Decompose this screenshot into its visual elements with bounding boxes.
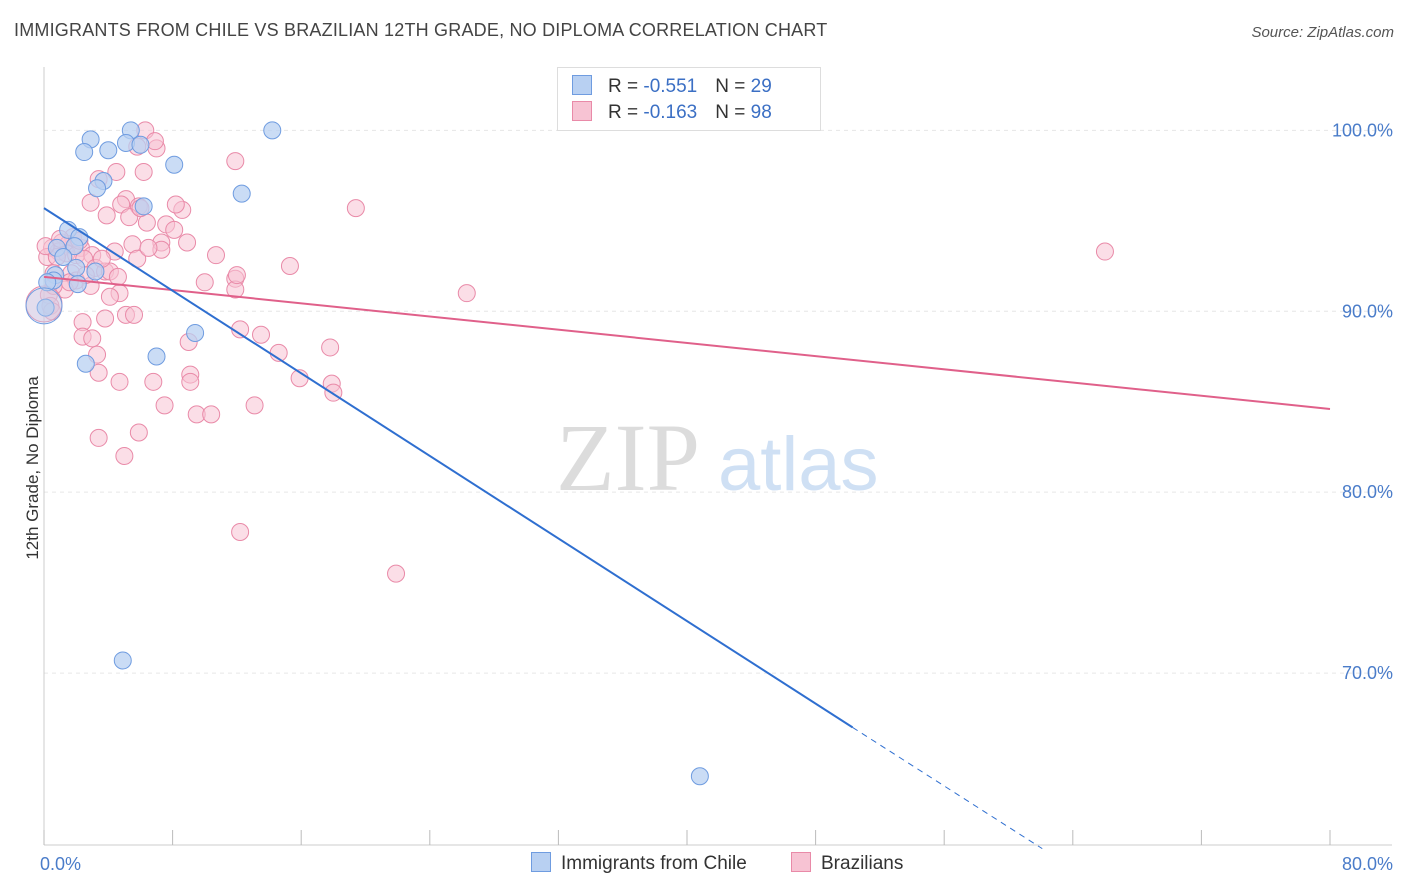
point-brazilians <box>457 284 476 303</box>
legend-n-value: 98 <box>750 102 772 123</box>
legend-r-label: R = <box>608 102 644 123</box>
point-brazilians <box>97 206 116 225</box>
point-brazilians <box>112 195 131 214</box>
point-brazilians <box>139 238 158 257</box>
y-tick-label: 100.0% <box>1332 120 1393 140</box>
point-chile <box>113 651 132 670</box>
point-brazilians <box>178 233 197 252</box>
point-brazilians <box>165 220 184 239</box>
point-chile <box>690 767 709 786</box>
bottom-legend-swatch-chile <box>531 852 551 872</box>
legend-swatch-brazilians <box>572 101 592 121</box>
point-chile <box>67 258 86 277</box>
point-brazilians <box>125 305 144 324</box>
x-tick-label: 80.0% <box>1342 854 1393 874</box>
point-brazilians <box>231 522 250 541</box>
legend-r-label: R = <box>608 76 644 97</box>
y-tick-label: 90.0% <box>1342 301 1393 321</box>
trend-line-chile <box>43 207 854 729</box>
point-chile <box>165 155 184 174</box>
trend-line-chile-extension <box>852 726 1043 850</box>
bottom-legend-label-brazilians: Brazilians <box>821 853 904 874</box>
point-chile <box>232 184 251 203</box>
point-brazilians <box>115 447 134 465</box>
legend-n-value: 29 <box>750 76 772 97</box>
point-brazilians <box>227 266 246 285</box>
point-chile <box>36 298 55 317</box>
y-tick-label: 70.0% <box>1342 663 1393 683</box>
source-label: Source: ZipAtlas.com <box>1251 24 1394 41</box>
point-brazilians <box>195 273 214 292</box>
point-brazilians <box>134 162 153 181</box>
point-chile <box>54 247 73 266</box>
point-brazilians <box>280 257 299 276</box>
point-brazilians <box>166 195 185 214</box>
legend-swatch-chile <box>572 75 592 95</box>
point-brazilians <box>144 372 163 391</box>
y-tick-label: 80.0% <box>1342 482 1393 502</box>
trend-lines <box>43 207 1331 850</box>
point-brazilians <box>252 325 271 344</box>
watermark-zip: ZIP <box>556 404 700 511</box>
point-chile <box>76 354 95 373</box>
legend-n-label: N = <box>715 76 751 97</box>
point-brazilians <box>96 309 115 328</box>
chart-title: IMMIGRANTS FROM CHILE VS BRAZILIAN 12TH … <box>14 20 828 40</box>
point-brazilians <box>202 405 221 424</box>
point-brazilians <box>108 267 127 286</box>
point-chile-large <box>25 287 63 325</box>
point-brazilians <box>129 423 148 442</box>
point-chile <box>65 237 84 256</box>
point-brazilians <box>100 287 119 306</box>
x-tick-label: 0.0% <box>40 854 81 874</box>
watermark: ZIP atlas <box>556 404 879 511</box>
axes <box>43 67 1392 846</box>
point-brazilians <box>387 564 406 583</box>
trend-line-brazilians <box>43 275 1331 410</box>
gridlines <box>44 129 1392 674</box>
point-brazilians <box>1095 242 1114 261</box>
point-chile <box>68 275 87 294</box>
point-chile <box>263 121 282 140</box>
point-chile <box>131 135 150 154</box>
legend-row-brazilians: R = -0.163 N = 98 <box>572 101 772 125</box>
legend-n-label: N = <box>715 102 751 123</box>
point-brazilians <box>181 372 200 391</box>
bottom-legend-label-chile: Immigrants from Chile <box>561 853 747 874</box>
point-chile <box>88 179 107 198</box>
point-brazilians <box>321 338 340 357</box>
point-chile <box>86 262 105 281</box>
point-chile <box>75 143 94 162</box>
legend: R = -0.551 N = 29 R = -0.163 N = 98 <box>557 67 821 131</box>
y-axis-label: 12th Grade, No Diploma <box>23 376 42 560</box>
watermark-atlas: atlas <box>718 422 879 507</box>
point-brazilians <box>155 396 174 415</box>
legend-row-chile: R = -0.551 N = 29 <box>572 75 772 99</box>
point-brazilians <box>89 363 108 382</box>
point-brazilians <box>245 396 264 415</box>
point-chile <box>134 197 153 216</box>
legend-r-value: -0.551 <box>643 76 698 97</box>
point-brazilians <box>83 329 102 348</box>
point-chile <box>147 347 166 366</box>
point-chile <box>186 323 205 342</box>
point-chile <box>99 141 118 160</box>
point-brazilians <box>207 246 226 265</box>
tick-labels: 100.0% 90.0% 80.0% 70.0% 0.0% 80.0% <box>40 120 1393 874</box>
bottom-legend-chile: Immigrants from Chile <box>531 852 747 875</box>
bottom-legend-swatch-brazilians <box>791 852 811 872</box>
point-brazilians <box>226 152 245 171</box>
points-pink <box>25 121 1114 583</box>
point-brazilians <box>107 162 126 181</box>
bottom-legend-brazilians: Brazilians <box>791 852 903 875</box>
point-brazilians <box>346 199 365 218</box>
legend-r-value: -0.163 <box>643 102 698 123</box>
point-brazilians <box>89 428 108 447</box>
point-brazilians <box>110 372 129 391</box>
